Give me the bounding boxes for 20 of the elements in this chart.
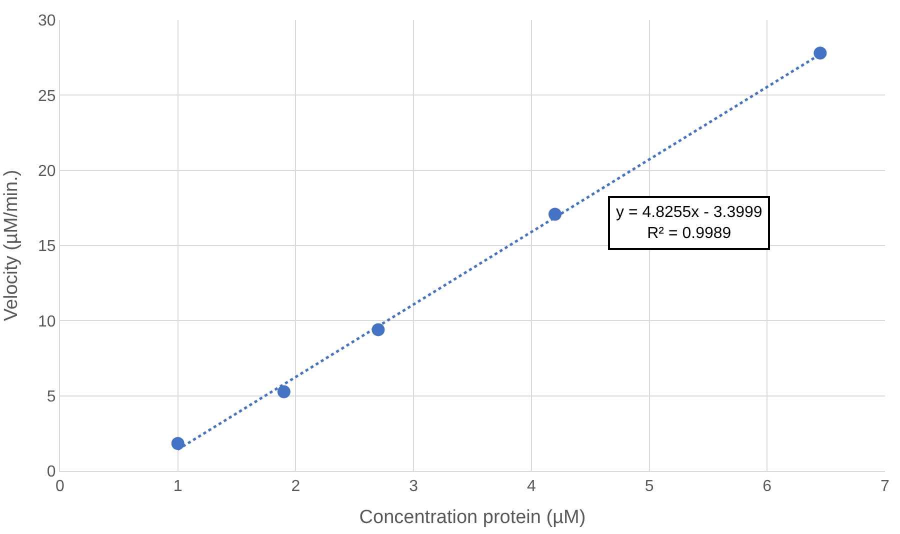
x-tick-label: 5 [644,478,654,496]
y-tick-label: 5 [46,388,56,406]
x-tick-label: 1 [173,478,182,496]
x-tick-label: 2 [291,478,300,496]
point [814,46,827,60]
y-tick-label: 0 [46,464,56,481]
y-tick-label: 30 [38,12,56,30]
point [171,436,184,450]
annotation: y = 4.8255x - 3.3999 R² = 0.9989 [616,204,762,242]
x-tick-label: 3 [409,478,418,496]
y-tick-label: 20 [38,162,56,180]
y-tick-label: 10 [38,313,56,330]
x-tick-label: 7 [880,478,890,496]
x-axis-title: Concentration protein (µM) [359,507,586,528]
y-tick-label: 25 [38,88,56,105]
y-axis-title: Velocity (µM/min.) [0,170,22,322]
y-tick-label: 15 [38,238,56,256]
x-tick-label: 4 [526,478,536,496]
x-tick-label: 6 [762,478,772,496]
point [277,385,290,398]
